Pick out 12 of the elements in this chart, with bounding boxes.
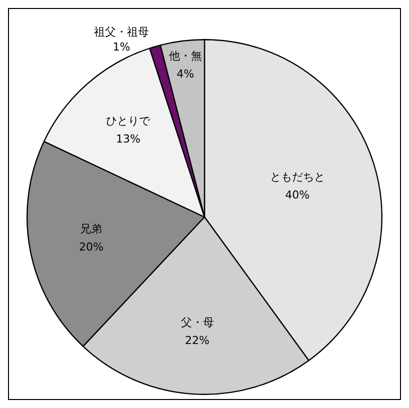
slice-label: 父・母 [180,316,214,329]
slice-label: 他・無 [168,50,202,62]
data-label: 20% [79,240,104,254]
data-label: 13% [116,132,140,146]
slice-label: 祖父・祖母 [94,26,150,39]
data-label: 4% [176,68,194,80]
slice-label: ひとりで [106,114,152,128]
data-label: 22% [185,334,210,347]
slice-label: ともだちと [270,170,325,184]
data-label: 40% [285,188,310,202]
slice-label: 兄弟 [80,222,102,236]
data-label: 1% [112,40,130,54]
